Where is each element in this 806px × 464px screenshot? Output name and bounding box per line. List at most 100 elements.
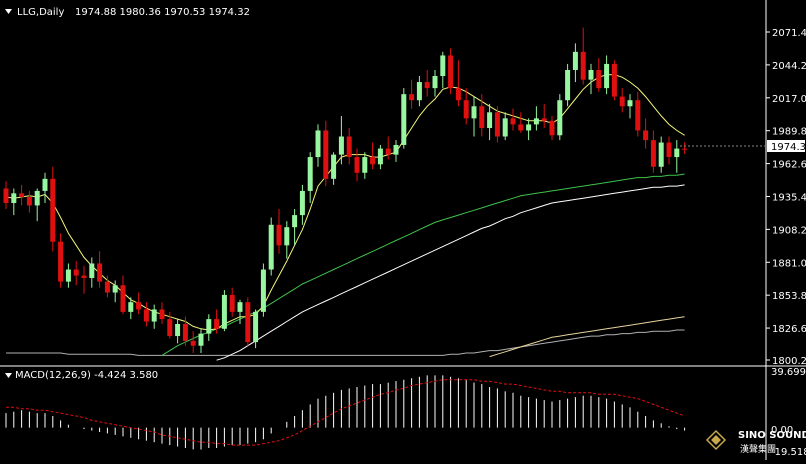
candle[interactable] xyxy=(370,142,376,170)
candle[interactable] xyxy=(643,118,649,149)
candle[interactable] xyxy=(416,76,422,107)
candle-body xyxy=(510,118,516,125)
candle[interactable] xyxy=(526,118,532,141)
candle[interactable] xyxy=(658,136,664,173)
candle[interactable] xyxy=(385,136,391,160)
candle[interactable] xyxy=(502,112,508,141)
candle[interactable] xyxy=(276,209,282,254)
candle-body xyxy=(518,124,524,131)
price-tick-label: 1962.60 xyxy=(772,160,806,171)
candle[interactable] xyxy=(50,166,56,252)
macd-menu-icon[interactable] xyxy=(5,373,12,378)
candle[interactable] xyxy=(393,140,399,162)
candle[interactable] xyxy=(182,316,188,346)
candlestick-series[interactable] xyxy=(3,27,688,353)
candle[interactable] xyxy=(377,144,383,170)
candle[interactable] xyxy=(463,88,469,125)
candle[interactable] xyxy=(214,309,220,334)
candle[interactable] xyxy=(401,88,407,149)
candle[interactable] xyxy=(572,43,578,83)
candle[interactable] xyxy=(533,106,539,131)
candle[interactable] xyxy=(206,314,212,341)
candle[interactable] xyxy=(565,63,571,107)
candle[interactable] xyxy=(237,299,243,324)
candle[interactable] xyxy=(471,96,477,137)
candle[interactable] xyxy=(34,188,40,222)
candle[interactable] xyxy=(627,94,633,119)
candle[interactable] xyxy=(198,328,204,353)
candle[interactable] xyxy=(518,112,524,133)
candle[interactable] xyxy=(292,209,298,246)
candle[interactable] xyxy=(487,103,493,141)
candle[interactable] xyxy=(549,115,555,141)
candle[interactable] xyxy=(596,57,602,92)
candle-body xyxy=(229,294,235,312)
candle[interactable] xyxy=(580,27,586,85)
candle-body xyxy=(643,130,649,141)
candle[interactable] xyxy=(268,217,274,276)
candle[interactable] xyxy=(323,120,329,187)
candle[interactable] xyxy=(338,115,344,165)
candle[interactable] xyxy=(97,251,103,288)
candle[interactable] xyxy=(682,142,688,154)
candle[interactable] xyxy=(175,319,181,344)
candle[interactable] xyxy=(229,287,235,317)
candle[interactable] xyxy=(666,136,672,165)
candle[interactable] xyxy=(479,94,485,137)
candle[interactable] xyxy=(362,152,368,179)
candle[interactable] xyxy=(604,55,610,95)
candle[interactable] xyxy=(440,51,446,89)
candle[interactable] xyxy=(112,280,118,303)
candle[interactable] xyxy=(409,79,415,109)
candle[interactable] xyxy=(221,290,227,332)
candle[interactable] xyxy=(541,103,547,129)
candle[interactable] xyxy=(3,181,9,210)
candle[interactable] xyxy=(245,297,251,346)
candle[interactable] xyxy=(284,221,290,259)
candle[interactable] xyxy=(455,60,461,107)
candle[interactable] xyxy=(619,88,625,113)
candle[interactable] xyxy=(650,130,656,173)
candle[interactable] xyxy=(557,94,563,141)
candle[interactable] xyxy=(448,48,454,95)
candle[interactable] xyxy=(26,190,32,213)
candle[interactable] xyxy=(159,302,165,324)
triangle-down-icon[interactable] xyxy=(5,9,12,14)
candle[interactable] xyxy=(65,263,71,288)
candle[interactable] xyxy=(81,265,87,294)
candle[interactable] xyxy=(73,261,79,286)
candle[interactable] xyxy=(510,108,516,131)
candle[interactable] xyxy=(136,292,142,315)
candle[interactable] xyxy=(315,124,321,167)
candle[interactable] xyxy=(104,275,110,298)
candle[interactable] xyxy=(346,128,352,165)
candle[interactable] xyxy=(299,184,305,225)
candle[interactable] xyxy=(260,263,266,317)
candle[interactable] xyxy=(331,152,337,185)
candle[interactable] xyxy=(11,188,17,216)
candle[interactable] xyxy=(143,302,149,327)
candle[interactable] xyxy=(128,297,134,320)
candle[interactable] xyxy=(167,311,173,339)
candle[interactable] xyxy=(588,63,594,95)
candle[interactable] xyxy=(120,275,126,315)
candle[interactable] xyxy=(253,309,259,349)
candle[interactable] xyxy=(635,91,641,137)
candle[interactable] xyxy=(307,152,313,204)
candle[interactable] xyxy=(494,106,500,143)
candle[interactable] xyxy=(190,331,196,353)
candle[interactable] xyxy=(674,140,680,173)
candle[interactable] xyxy=(611,60,617,101)
candle[interactable] xyxy=(424,69,430,97)
candle[interactable] xyxy=(42,172,48,204)
candle[interactable] xyxy=(151,304,157,329)
candle[interactable] xyxy=(19,184,25,206)
candle[interactable] xyxy=(432,69,438,97)
candle[interactable] xyxy=(58,233,64,288)
candle[interactable] xyxy=(354,148,360,182)
macd-panel[interactable]: MACD(12,26,9) -4.424 3.580 39.699 0.00 -… xyxy=(5,367,806,458)
candle[interactable] xyxy=(89,257,95,288)
